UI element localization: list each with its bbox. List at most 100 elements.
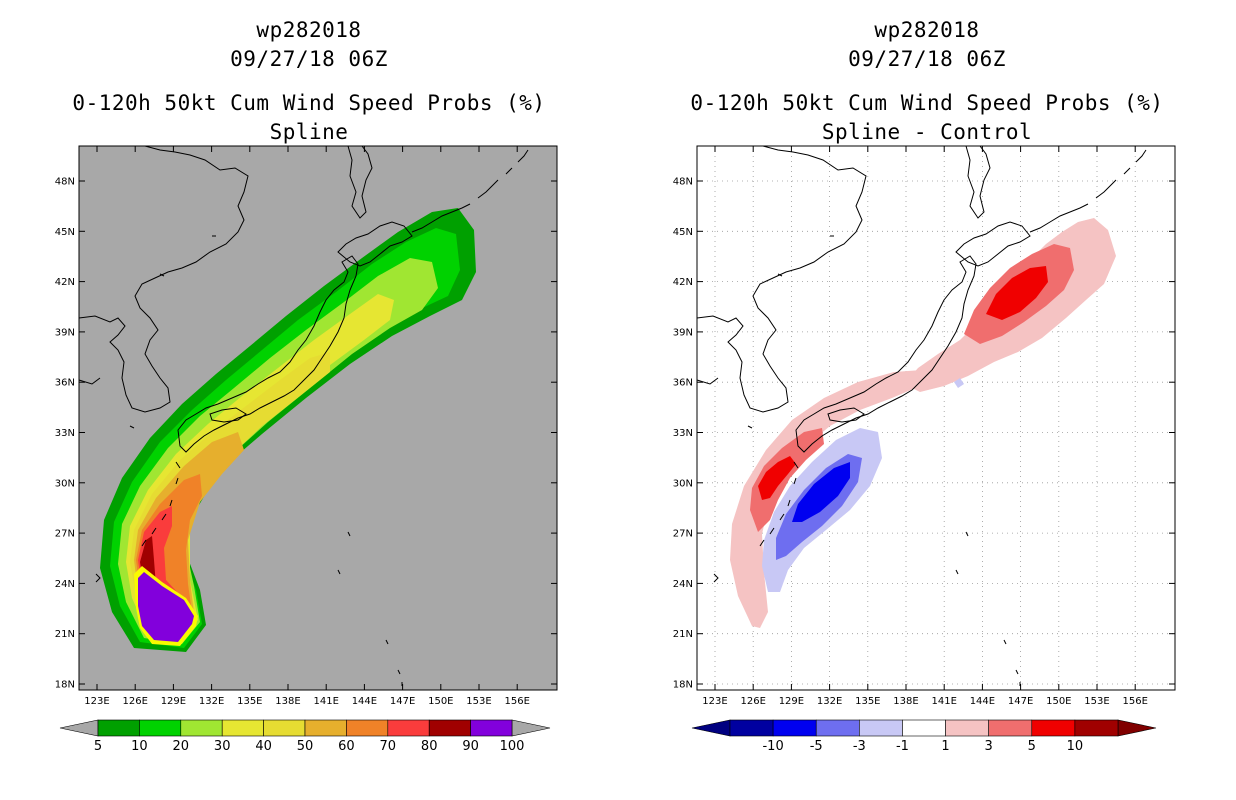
right-map-svg: 123E 126E 129E 132E 135E 138E 141E 144E 147E 150E… — [673, 145, 1176, 754]
left-storm-id: wp282018 — [256, 18, 362, 42]
right-longitude-ticks: 123E 126E 129E 132E 135E 138E 141E 144E 147E 150E… — [702, 146, 1148, 707]
lon-tick-label: 141E — [313, 696, 338, 707]
right-storm-id: wp282018 — [874, 18, 980, 42]
colorbar-swatch — [263, 719, 306, 737]
lon-tick-label: 126E — [740, 696, 765, 707]
left-product-title: 0-120h 50kt Cum Wind Speed Probs (%) — [72, 91, 546, 115]
colorbar-label: 50 — [297, 739, 314, 754]
left-datetime: 09/27/18 06Z — [230, 47, 388, 71]
colorbar-label: 90 — [462, 739, 479, 754]
lon-tick-label: 126E — [122, 696, 147, 707]
colorbar-label: 3 — [985, 739, 993, 754]
lon-tick-label: 132E — [817, 696, 842, 707]
lat-tick-label: 42N — [673, 277, 693, 288]
colorbar-swatch — [387, 719, 430, 737]
lon-tick-label: 129E — [161, 696, 186, 707]
lon-tick-label: 138E — [893, 696, 918, 707]
right-colorbar: -10 -5 -3 -1 1 3 5 10 — [691, 719, 1157, 754]
lat-tick-label: 39N — [673, 327, 693, 338]
right-datetime: 09/27/18 06Z — [848, 47, 1006, 71]
left-colorbar: 5 10 20 30 40 50 60 70 80 90 100 — [59, 719, 551, 754]
colorbar-swatch — [97, 719, 140, 737]
lat-tick-label: 39N — [55, 327, 75, 338]
lat-tick-label: 30N — [55, 478, 75, 489]
colorbar-label: 1 — [941, 739, 949, 754]
right-product-title: 0-120h 50kt Cum Wind Speed Probs (%) — [690, 91, 1164, 115]
lat-tick-label: 45N — [673, 227, 693, 238]
lat-tick-label: 18N — [55, 680, 75, 691]
lon-tick-label: 129E — [779, 696, 804, 707]
left-map-svg: 123E 126E 129E 132E 135E 138E 141E 144E 147E 150E… — [55, 145, 558, 754]
colorbar-label: 60 — [338, 739, 355, 754]
colorbar-label: -5 — [810, 739, 823, 754]
lat-tick-label: 33N — [673, 428, 693, 439]
lon-tick-label: 123E — [702, 696, 727, 707]
lon-tick-label: 135E — [855, 696, 880, 707]
lon-tick-label: 141E — [931, 696, 956, 707]
colorbar-swatch — [1074, 719, 1119, 737]
lon-tick-label: 153E — [466, 696, 491, 707]
colorbar-label: 80 — [421, 739, 438, 754]
right-map-frame — [696, 145, 1176, 691]
colorbar-swatch — [346, 719, 389, 737]
left-panel: wp282018 09/27/18 06Z 0-120h 50kt Cum Wi… — [55, 18, 558, 754]
lat-tick-label: 36N — [673, 378, 693, 389]
lon-tick-label: 144E — [352, 696, 377, 707]
left-longitude-ticks: 123E 126E 129E 132E 135E 138E 141E 144E 147E 150E… — [84, 146, 530, 707]
diff-neg-1-small — [954, 378, 964, 388]
lon-tick-label: 135E — [237, 696, 262, 707]
lon-tick-label: 156E — [1122, 696, 1147, 707]
lon-tick-label: 147E — [1008, 696, 1033, 707]
lat-tick-label: 45N — [55, 227, 75, 238]
right-subtitle: Spline - Control — [821, 120, 1033, 144]
colorbar-swatch — [988, 719, 1033, 737]
lat-tick-label: 27N — [55, 529, 75, 540]
colorbar-swatch — [772, 719, 817, 737]
prob-level-90-core — [138, 572, 194, 642]
colorbar-swatch — [428, 719, 471, 737]
diff-pos-5-north — [986, 266, 1048, 320]
diff-neg-5 — [792, 462, 850, 522]
lon-tick-label: 123E — [84, 696, 109, 707]
colorbar-over-arrow — [511, 719, 551, 737]
colorbar-swatch — [221, 719, 264, 737]
lat-tick-label: 24N — [55, 579, 75, 590]
colorbar-under-arrow — [691, 719, 731, 737]
lon-tick-label: 153E — [1084, 696, 1109, 707]
lon-tick-label: 150E — [428, 696, 453, 707]
diff-pos-3-west — [750, 428, 824, 532]
left-map-frame — [78, 145, 558, 691]
colorbar-swatch — [304, 719, 347, 737]
colorbar-over-arrow — [1117, 719, 1157, 737]
colorbar-label: 20 — [173, 739, 190, 754]
colorbar-label: 100 — [500, 739, 525, 754]
lat-tick-label: 21N — [55, 629, 75, 640]
colorbar-swatch — [815, 719, 860, 737]
diff-pos-5-west — [758, 456, 796, 500]
right-latitude-ticks: 18N 21N 24N 27N 30N 33N 36N 39N 42N 45N 48N — [673, 177, 1175, 691]
lon-tick-label: 156E — [504, 696, 529, 707]
colorbar-swatch — [139, 719, 182, 737]
colorbar-swatch — [902, 719, 946, 737]
lon-tick-label: 150E — [1046, 696, 1071, 707]
colorbar-label: 30 — [214, 739, 231, 754]
colorbar-label: 5 — [94, 739, 102, 754]
colorbar-label: 10 — [1067, 739, 1084, 754]
colorbar-under-arrow — [59, 719, 99, 737]
right-panel: wp282018 09/27/18 06Z 0-120h 50kt Cum Wi… — [618, 0, 1236, 800]
colorbar-swatch — [1031, 719, 1076, 737]
colorbar-swatch — [180, 719, 223, 737]
colorbar-label: -10 — [762, 739, 783, 754]
left-latitude-ticks: 18N 21N 24N 27N 30N 33N 36N 39N 42N 45N 48N — [55, 177, 557, 691]
lat-tick-label: 21N — [673, 629, 693, 640]
colorbar-swatch — [859, 719, 903, 737]
left-subtitle: Spline — [269, 120, 349, 144]
lat-tick-label: 42N — [55, 277, 75, 288]
colorbar-label: 70 — [380, 739, 397, 754]
lat-tick-label: 36N — [55, 378, 75, 389]
lon-tick-label: 144E — [970, 696, 995, 707]
lat-tick-label: 30N — [673, 478, 693, 489]
colorbar-label: -1 — [896, 739, 909, 754]
colorbar-swatch — [945, 719, 989, 737]
lat-tick-label: 18N — [673, 680, 693, 691]
